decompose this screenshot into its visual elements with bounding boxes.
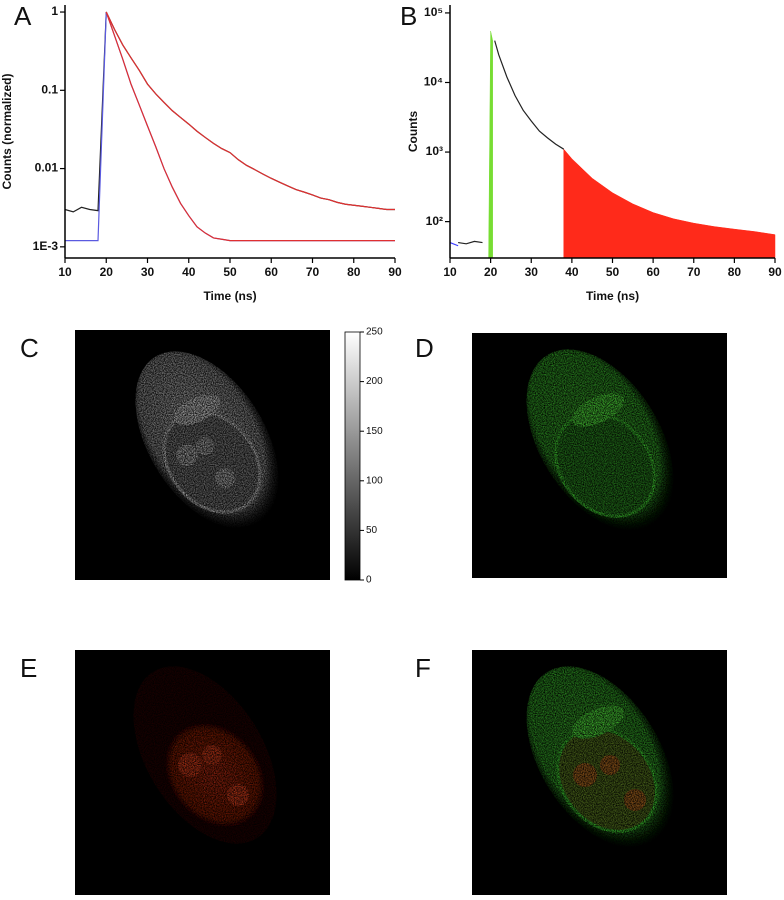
colorbar-tick-label: 150 — [366, 426, 383, 437]
x-tick-label: 30 — [141, 265, 155, 279]
x-tick-label: 50 — [223, 265, 237, 279]
y-tick-label: 10⁴ — [424, 75, 443, 89]
x-tick-label: 80 — [728, 265, 742, 279]
y-tick-label: 10³ — [426, 144, 443, 158]
x-axis-label: Time (ns) — [203, 289, 256, 303]
x-tick-label: 70 — [687, 265, 701, 279]
area — [488, 30, 493, 259]
panel-label: E — [20, 653, 37, 683]
y-tick-label: 1E-3 — [33, 239, 59, 253]
x-tick-label: 30 — [525, 265, 539, 279]
colorbar-tick-label: 50 — [366, 525, 378, 536]
x-tick-label: 50 — [606, 265, 620, 279]
colorbar-tick-label: 100 — [366, 475, 383, 486]
y-tick-label: 1 — [51, 4, 58, 18]
y-tick-label: 0.01 — [35, 161, 59, 175]
panel-label: D — [415, 333, 434, 363]
x-tick-label: 90 — [388, 265, 402, 279]
line — [458, 40, 565, 245]
x-tick-label: 70 — [306, 265, 320, 279]
cell-f — [526, 666, 674, 848]
x-tick-label: 40 — [565, 265, 579, 279]
y-axis-label: Counts (normalized) — [0, 73, 14, 189]
x-tick-label: 20 — [100, 265, 114, 279]
y-tick-label: 10⁵ — [424, 5, 443, 19]
line — [65, 11, 395, 242]
cell-d — [526, 349, 674, 531]
cell-e — [133, 666, 277, 844]
x-tick-label: 10 — [58, 265, 72, 279]
line — [64, 11, 395, 213]
panel-label: C — [20, 333, 39, 363]
area — [563, 148, 776, 259]
cell-c — [135, 351, 279, 529]
x-tick-label: 20 — [484, 265, 498, 279]
x-tick-label: 80 — [347, 265, 361, 279]
y-axis-label: Counts — [406, 111, 420, 153]
x-tick-label: 10 — [443, 265, 457, 279]
panel-label: B — [400, 1, 417, 31]
colorbar-tick-label: 250 — [366, 327, 383, 338]
x-tick-label: 60 — [265, 265, 279, 279]
colorbar-tick-label: 0 — [366, 575, 372, 586]
x-tick-label: 60 — [646, 265, 660, 279]
panel-label: F — [415, 653, 431, 683]
y-tick-label: 10² — [426, 214, 443, 228]
line — [105, 11, 395, 242]
line — [449, 242, 459, 247]
x-axis-label: Time (ns) — [586, 289, 639, 303]
x-tick-label: 90 — [768, 265, 782, 279]
colorbar — [344, 331, 361, 581]
y-tick-label: 0.1 — [41, 82, 58, 96]
panel-label: A — [14, 1, 32, 31]
x-tick-label: 40 — [182, 265, 196, 279]
line — [105, 11, 395, 211]
colorbar-tick-label: 200 — [366, 376, 383, 387]
